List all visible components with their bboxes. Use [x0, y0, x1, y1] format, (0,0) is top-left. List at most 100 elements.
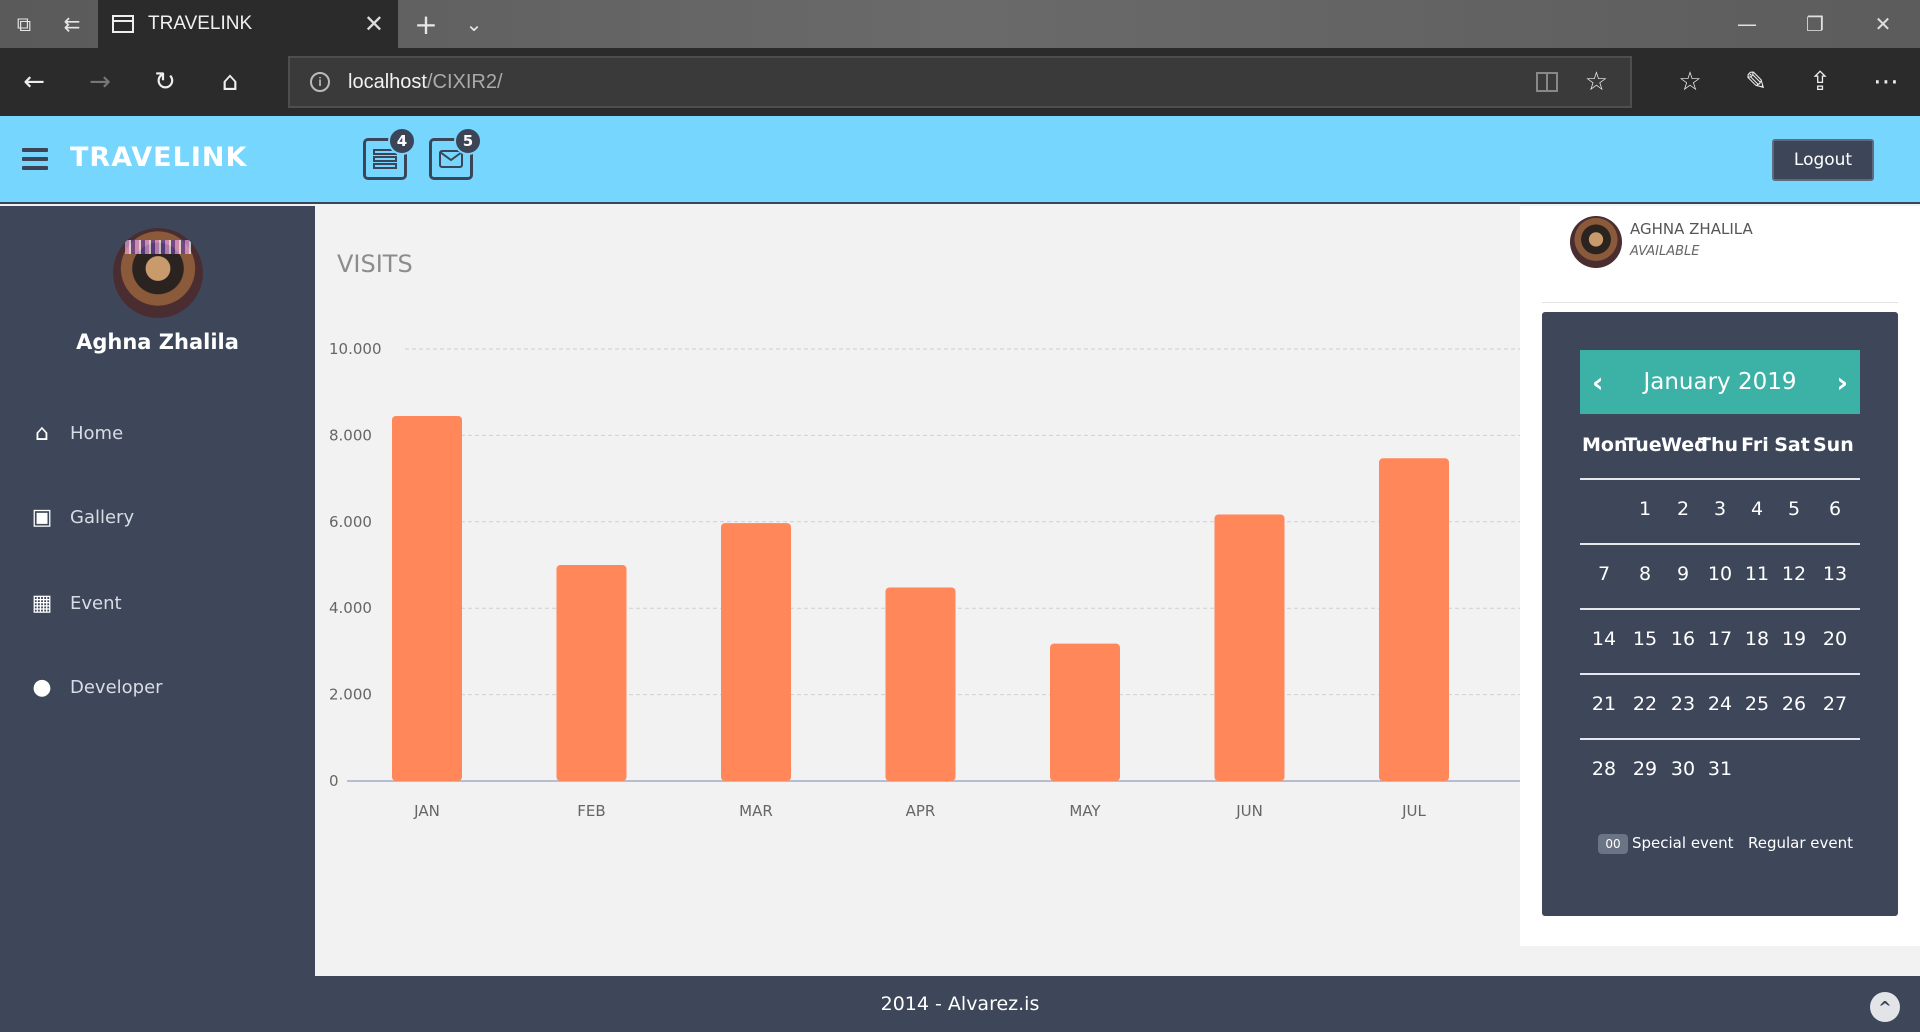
calendar-day[interactable]: 27: [1822, 693, 1848, 715]
user-icon: ●: [32, 674, 52, 700]
new-tab-icon[interactable]: +: [414, 7, 438, 41]
address-bar[interactable]: i localhost /CIXIR2/ ☆: [288, 56, 1632, 108]
pen-icon[interactable]: ✎: [1745, 67, 1767, 97]
share-icon[interactable]: ⇪: [1809, 67, 1831, 97]
bar[interactable]: [885, 587, 956, 781]
calendar-day[interactable]: 31: [1707, 758, 1733, 780]
footer-text: 2014 - Alvarez.is: [880, 993, 1040, 1015]
calendar-day[interactable]: 12: [1781, 563, 1807, 585]
calendar-day[interactable]: 22: [1632, 693, 1658, 715]
profile-avatar: [1570, 216, 1622, 268]
sidebar-item-event[interactable]: ▦ Event: [28, 588, 122, 618]
sidebar-item-gallery[interactable]: ▣ Gallery: [28, 502, 135, 532]
favorite-star-icon[interactable]: ☆: [1584, 66, 1608, 96]
calendar-day[interactable]: 2: [1676, 498, 1690, 520]
calendar-day[interactable]: 3: [1713, 498, 1727, 520]
site-info-icon[interactable]: i: [310, 72, 330, 92]
bar[interactable]: [721, 523, 791, 781]
bar[interactable]: [1214, 514, 1285, 781]
calendar-day[interactable]: 6: [1828, 498, 1842, 520]
calendar-divider: [1580, 478, 1860, 480]
x-tick-label: MAY: [1069, 802, 1101, 820]
calendar-day-of-week: Wed: [1661, 434, 1708, 456]
calendar-day[interactable]: 14: [1591, 628, 1617, 650]
calendar-widget: ‹ January 2019 › Mon Tue Wed Thu Fri Sat Sun 1 2…: [1542, 312, 1898, 916]
y-tick-label: 8.000: [329, 426, 372, 444]
calendar-day[interactable]: 13: [1822, 563, 1848, 585]
bar[interactable]: [1379, 458, 1449, 781]
sidebar-item-label: Developer: [70, 676, 163, 698]
messages-button[interactable]: 5: [429, 127, 482, 180]
tab-list-icon[interactable]: ⌄: [465, 12, 483, 36]
calendar-day[interactable]: 17: [1707, 628, 1733, 650]
calendar-icon: ▦: [31, 590, 53, 616]
calendar-day[interactable]: 15: [1632, 628, 1658, 650]
y-tick-label: 4.000: [329, 599, 372, 617]
gallery-icon: ▣: [31, 504, 53, 530]
browser-nav-bar: ← → ↻ ⌂ i localhost /CIXIR2/ ☆ ☆ ✎ ⇪ ⋯: [0, 48, 1920, 116]
tab-aside-icon[interactable]: ⇇: [63, 12, 81, 36]
calendar-divider: [1580, 608, 1860, 610]
notifications-button[interactable]: 4: [363, 127, 416, 180]
calendar-divider: [1580, 738, 1860, 740]
calendar-day[interactable]: 1: [1638, 498, 1652, 520]
calendar-day[interactable]: 25: [1744, 693, 1770, 715]
avatar: [113, 228, 203, 318]
browser-tab[interactable]: TRAVELINK ✕: [98, 0, 398, 48]
calendar-day[interactable]: 5: [1787, 498, 1801, 520]
calendar-day[interactable]: 23: [1670, 693, 1696, 715]
calendar-day[interactable]: 28: [1591, 758, 1617, 780]
sidebar-item-home[interactable]: ⌂ Home: [28, 418, 123, 448]
sidebar-item-label: Event: [70, 592, 122, 614]
bar[interactable]: [1050, 643, 1120, 781]
calendar-day-of-week: Mon: [1582, 434, 1628, 456]
chart-title: VISITS: [337, 250, 413, 278]
right-panel: AGHNA ZHALILA AVAILABLE ‹ January 2019 ›…: [1520, 206, 1920, 946]
main-content: VISITS 0 2.000 4.000 6.000 8.000 10.000 JAN FEB…: [315, 206, 1520, 976]
calendar-day[interactable]: 30: [1670, 758, 1696, 780]
minimize-icon[interactable]: —: [1737, 12, 1757, 36]
favorites-hub-icon[interactable]: ☆: [1678, 67, 1702, 97]
reading-view-icon[interactable]: [1536, 72, 1558, 92]
calendar-day[interactable]: 7: [1597, 563, 1611, 585]
divider: [1542, 302, 1898, 303]
calendar-day[interactable]: 18: [1744, 628, 1770, 650]
calendar-day[interactable]: 4: [1750, 498, 1764, 520]
close-window-icon[interactable]: ✕: [1874, 12, 1892, 36]
chevron-right-icon[interactable]: ›: [1836, 366, 1848, 399]
restore-icon[interactable]: ❐: [1806, 12, 1824, 36]
legend-special-event: Special event: [1632, 834, 1734, 852]
calendar-day[interactable]: 9: [1676, 563, 1690, 585]
calendar-day[interactable]: 29: [1632, 758, 1658, 780]
close-tab-icon[interactable]: ✕: [363, 11, 384, 38]
back-icon[interactable]: ←: [23, 67, 45, 97]
sidebar-item-developer[interactable]: ● Developer: [28, 672, 163, 702]
x-tick-label: APR: [906, 802, 936, 820]
calendar-day[interactable]: 21: [1591, 693, 1617, 715]
refresh-icon[interactable]: ↻: [154, 67, 176, 97]
menu-toggle-icon[interactable]: [22, 148, 48, 170]
calendar-day[interactable]: 11: [1744, 563, 1770, 585]
special-event-badge: 00: [1598, 834, 1628, 854]
forward-icon[interactable]: →: [89, 67, 111, 97]
calendar-day[interactable]: 16: [1670, 628, 1696, 650]
bar[interactable]: [392, 415, 462, 781]
y-tick-label: 6.000: [329, 513, 372, 531]
chevron-left-icon[interactable]: ‹: [1592, 366, 1604, 399]
home-icon[interactable]: ⌂: [221, 67, 239, 97]
x-tick-label: JAN: [413, 802, 440, 820]
more-icon[interactable]: ⋯: [1873, 67, 1899, 97]
calendar-day[interactable]: 19: [1781, 628, 1807, 650]
calendar-day[interactable]: 24: [1707, 693, 1733, 715]
tab-preview-icon[interactable]: ⧉: [16, 12, 32, 36]
calendar-day-of-week: Fri: [1741, 434, 1769, 456]
calendar-day[interactable]: 8: [1638, 563, 1652, 585]
logout-button[interactable]: Logout: [1772, 139, 1874, 181]
brand-logo[interactable]: TRAVELINK: [70, 142, 248, 173]
calendar-day[interactable]: 26: [1781, 693, 1807, 715]
scroll-top-icon[interactable]: ^: [1870, 992, 1900, 1022]
calendar-day[interactable]: 20: [1822, 628, 1848, 650]
calendar-day[interactable]: 10: [1707, 563, 1733, 585]
x-tick-label: MAR: [739, 802, 773, 820]
bar[interactable]: [556, 565, 627, 781]
